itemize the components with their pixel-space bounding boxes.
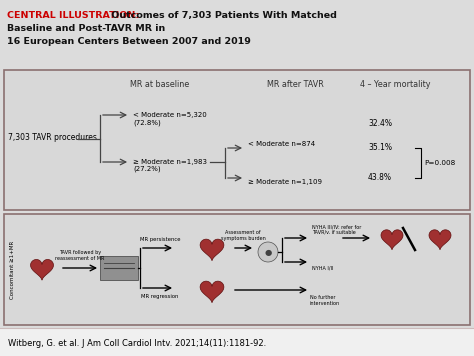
Text: P=0.008: P=0.008 bbox=[424, 160, 455, 166]
Text: ●: ● bbox=[264, 247, 272, 257]
PathPatch shape bbox=[429, 230, 451, 250]
PathPatch shape bbox=[30, 260, 54, 280]
Text: NYHA I/II: NYHA I/II bbox=[312, 265, 334, 270]
Text: < Moderate n=874: < Moderate n=874 bbox=[248, 141, 315, 147]
Bar bbox=[0, 328, 474, 356]
Text: MR at baseline: MR at baseline bbox=[130, 80, 190, 89]
Text: 4 – Year mortality: 4 – Year mortality bbox=[360, 80, 430, 89]
Text: ≥ Moderate n=1,109: ≥ Moderate n=1,109 bbox=[248, 179, 322, 185]
PathPatch shape bbox=[381, 230, 403, 250]
Text: < Moderate n=5,320
(72.8%): < Moderate n=5,320 (72.8%) bbox=[133, 112, 207, 126]
Text: No further
intervention: No further intervention bbox=[310, 295, 340, 306]
Bar bbox=[4, 70, 470, 210]
Text: TAVR followed by
reassessment of MR: TAVR followed by reassessment of MR bbox=[55, 250, 105, 261]
Text: 32.4%: 32.4% bbox=[368, 119, 392, 128]
PathPatch shape bbox=[200, 239, 224, 261]
Text: 7,303 TAVR procedures: 7,303 TAVR procedures bbox=[8, 134, 97, 142]
PathPatch shape bbox=[200, 281, 224, 303]
Text: MR after TAVR: MR after TAVR bbox=[266, 80, 323, 89]
Text: 35.1%: 35.1% bbox=[368, 143, 392, 152]
Text: CENTRAL ILLUSTRATION:: CENTRAL ILLUSTRATION: bbox=[7, 11, 139, 20]
Text: Concomitant ≥1+MR: Concomitant ≥1+MR bbox=[10, 240, 16, 299]
Text: Baseline and Post-TAVR MR in: Baseline and Post-TAVR MR in bbox=[7, 24, 165, 33]
Text: Assessment of
symptoms burden: Assessment of symptoms burden bbox=[220, 230, 265, 241]
Text: MR persistence: MR persistence bbox=[140, 237, 180, 242]
Text: NYHA III/IV: refer for
TAVR/v. if suitable: NYHA III/IV: refer for TAVR/v. if suitab… bbox=[312, 224, 361, 235]
Text: Outcomes of 7,303 Patients With Matched: Outcomes of 7,303 Patients With Matched bbox=[108, 11, 337, 20]
Bar bbox=[4, 214, 470, 325]
Text: Witberg, G. et al. J Am Coll Cardiol Intv. 2021;14(11):1181-92.: Witberg, G. et al. J Am Coll Cardiol Int… bbox=[8, 340, 266, 349]
Bar bbox=[100, 256, 138, 280]
Text: ≥ Moderate n=1,983
(27.2%): ≥ Moderate n=1,983 (27.2%) bbox=[133, 159, 207, 173]
Text: 43.8%: 43.8% bbox=[368, 173, 392, 183]
Circle shape bbox=[258, 242, 278, 262]
Bar bbox=[0, 0, 474, 68]
Text: 16 European Centers Between 2007 and 2019: 16 European Centers Between 2007 and 201… bbox=[7, 37, 251, 46]
Text: MR regression: MR regression bbox=[141, 294, 179, 299]
